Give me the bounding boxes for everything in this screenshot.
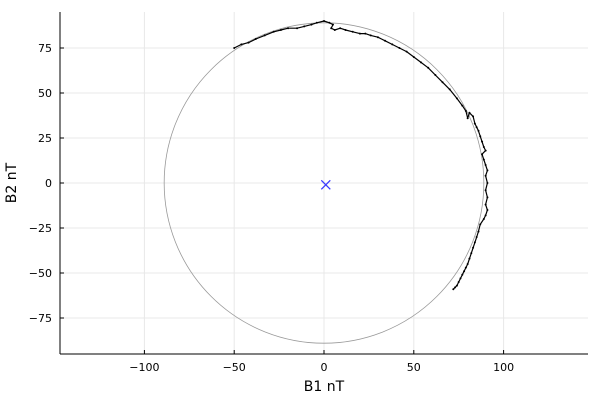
data-point (484, 214, 487, 217)
data-point (468, 257, 471, 260)
data-point (240, 43, 243, 46)
data-point (484, 174, 487, 177)
data-point (358, 32, 361, 35)
data-point (477, 129, 480, 132)
data-point (454, 286, 457, 289)
data-point (272, 30, 275, 33)
data-point (486, 169, 489, 172)
trajectory-line (233, 20, 488, 290)
data-point (310, 23, 313, 26)
y-tick-label: −50 (29, 267, 52, 280)
data-point (455, 97, 458, 100)
data-point (479, 223, 482, 226)
y-tick-labels: −75 −50 −25 0 25 50 75 (29, 42, 64, 325)
x-tick-label: 0 (321, 361, 328, 374)
data-point (247, 41, 250, 44)
data-point (484, 149, 487, 152)
reference-circle (163, 22, 485, 344)
center-marker-layer (320, 179, 331, 190)
data-point (479, 135, 482, 138)
x-tick-label: 50 (407, 361, 421, 374)
data-point (419, 61, 422, 64)
data-point (464, 110, 467, 112)
y-tick-label: −75 (29, 312, 52, 325)
x-tick-label: −100 (129, 361, 159, 374)
data-point (351, 30, 354, 33)
data-point (303, 25, 306, 28)
data-point (384, 39, 387, 42)
data-point (455, 284, 458, 287)
y-tick-label: 0 (45, 177, 52, 190)
data-point (463, 270, 466, 273)
data-point (391, 43, 394, 46)
x-axis-label: B1 nT (304, 379, 345, 395)
data-point (315, 21, 318, 24)
data-point (279, 29, 282, 31)
data-point (441, 81, 444, 84)
data-point (427, 66, 430, 69)
data-point (475, 236, 478, 238)
data-point (457, 281, 460, 283)
x-tick-labels: −100 −50 0 50 100 (129, 350, 514, 374)
data-point (328, 21, 331, 24)
data-point (461, 104, 464, 107)
data-point (333, 29, 336, 31)
data-point (472, 246, 475, 249)
data-point (448, 88, 451, 91)
center-marker (320, 179, 331, 190)
data-point (481, 153, 484, 156)
trajectory-layer (233, 20, 489, 291)
data-point (254, 38, 257, 40)
y-axis-label: B2 nT (4, 162, 20, 203)
data-point (484, 164, 487, 166)
y-tick-label: 25 (38, 132, 52, 145)
data-point (296, 27, 299, 30)
data-point (369, 34, 372, 37)
data-point (481, 140, 484, 143)
data-point (344, 29, 347, 31)
data-point (472, 115, 475, 118)
data-point (459, 277, 462, 280)
data-point (473, 241, 476, 244)
data-point (364, 32, 367, 35)
x-tick-label: −50 (223, 361, 246, 374)
reference-circle-layer (163, 22, 485, 344)
data-point (486, 209, 489, 211)
y-tick-label: 50 (38, 87, 52, 100)
data-point (473, 122, 476, 125)
data-point (434, 74, 437, 76)
data-point (470, 252, 473, 255)
data-point (466, 263, 469, 265)
y-tick-label: −25 (29, 222, 52, 235)
data-point (398, 47, 401, 49)
data-point (466, 117, 469, 120)
data-point (405, 50, 408, 53)
data-point (452, 288, 455, 291)
data-point (484, 203, 487, 206)
data-point (477, 230, 480, 233)
y-tick-label: 75 (38, 42, 52, 55)
data-point (468, 111, 471, 114)
data-point (412, 56, 415, 58)
data-point (486, 196, 489, 199)
data-point (376, 36, 379, 39)
data-point (339, 27, 342, 30)
data-point (461, 273, 464, 276)
data-point (233, 47, 236, 49)
data-point (330, 27, 333, 30)
data-point (475, 126, 478, 129)
data-point (482, 158, 485, 161)
data-point (331, 23, 334, 26)
x-tick-label: 100 (493, 361, 514, 374)
data-point (482, 218, 485, 220)
data-point (486, 182, 489, 184)
data-point (323, 20, 325, 22)
data-point (263, 34, 266, 37)
data-point (464, 266, 467, 269)
data-point (287, 27, 290, 30)
data-point (482, 146, 485, 148)
data-point (484, 189, 487, 192)
